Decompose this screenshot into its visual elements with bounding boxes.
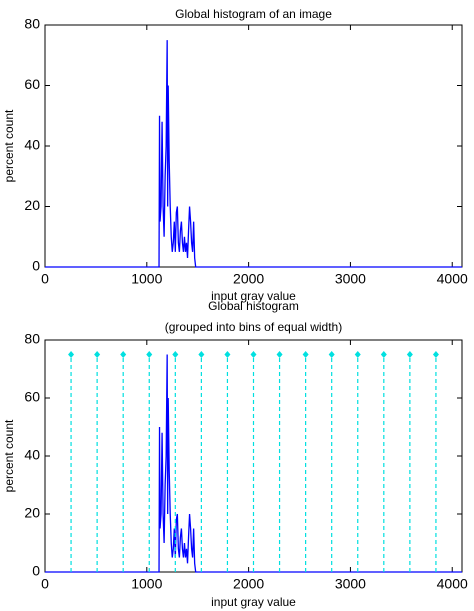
plot: 0 20 40 60 80 0 1000 2000 3000 4000 [24, 16, 468, 287]
chart-title: Global histogram of an image [175, 7, 332, 21]
x-tick-label: 1000 [131, 271, 162, 287]
x-axis-label: input gray value [211, 595, 296, 609]
x-axis-label: input gray value [211, 289, 296, 303]
plot-area [44, 24, 463, 268]
x-tick-label: 0 [41, 576, 49, 592]
data-line [45, 354, 462, 573]
stem-marker [68, 351, 75, 358]
x-tick-label: 0 [41, 271, 49, 287]
y-tick-label: 60 [24, 389, 40, 405]
chart-title: Global histogram [208, 299, 299, 313]
stem-marker [354, 351, 361, 358]
y-tick-label: 40 [24, 447, 40, 463]
x-tick-label: 1000 [131, 576, 162, 592]
x-tick-label: 2000 [233, 271, 264, 287]
x-tick-label: 2000 [233, 576, 264, 592]
stem-marker [224, 351, 231, 358]
data-line [45, 40, 462, 268]
y-tick-label: 80 [24, 16, 40, 32]
stem-marker [276, 351, 283, 358]
plot: 0 20 40 60 80 0 1000 2000 3000 4000 [24, 331, 468, 592]
stem-marker [432, 351, 439, 358]
stem-marker [120, 351, 127, 358]
stem-marker [406, 351, 413, 358]
stem-marker [328, 351, 335, 358]
stem-marker [302, 351, 309, 358]
x-tick-label: 3000 [335, 576, 366, 592]
y-tick-label: 60 [24, 76, 40, 92]
y-axis-label: percent count [2, 419, 16, 492]
y-axis-label: percent count [2, 109, 16, 182]
chart-subtitle: (grouped into bins of equal width) [165, 320, 342, 334]
stem-marker [172, 351, 179, 358]
stem-marker [94, 351, 101, 358]
stem-marker [146, 351, 153, 358]
y-tick-label: 40 [24, 137, 40, 153]
x-tick-label: 3000 [335, 271, 366, 287]
stem-marker [380, 351, 387, 358]
x-tick-label: 4000 [437, 271, 468, 287]
stem-marker [250, 351, 257, 358]
y-tick-label: 80 [24, 331, 40, 347]
x-tick-label: 4000 [437, 576, 468, 592]
y-tick-label: 0 [32, 258, 40, 274]
stem-marker [198, 351, 205, 358]
y-tick-label: 0 [32, 563, 40, 579]
y-tick-label: 20 [24, 197, 40, 213]
y-tick-label: 20 [24, 505, 40, 521]
